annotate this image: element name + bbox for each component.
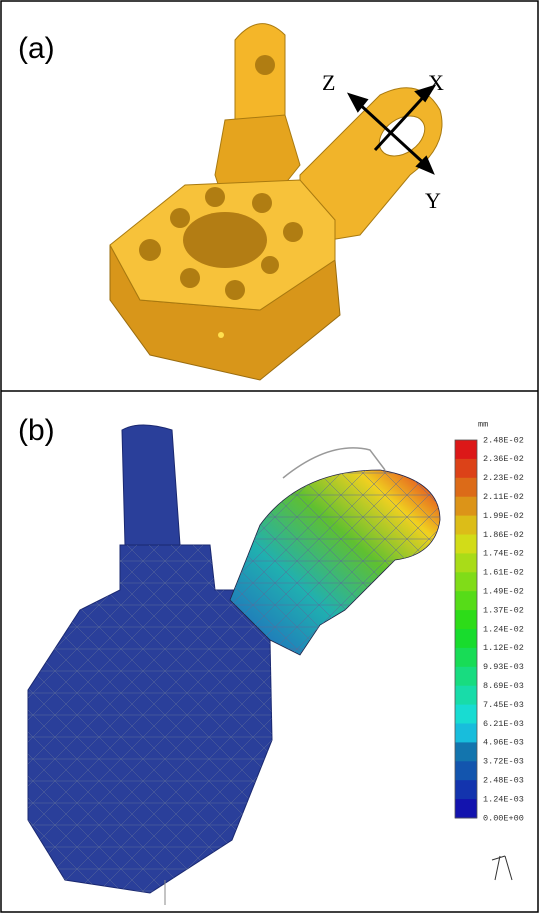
colorbar-segment: [455, 780, 477, 799]
colorbar-segment: [455, 535, 477, 554]
fem-model: [28, 425, 440, 905]
colorbar-label: 6.21E-03: [483, 719, 524, 729]
colorbar-segment: [455, 761, 477, 780]
colorbar-segment: [455, 610, 477, 629]
colorbar-segment: [455, 629, 477, 648]
colorbar-segment: [455, 742, 477, 761]
colorbar-label: 2.36E-02: [483, 454, 524, 464]
colorbar-label: 1.24E-03: [483, 794, 524, 804]
colorbar-segment: [455, 591, 477, 610]
colorbar-label: 4.96E-03: [483, 738, 524, 748]
colorbar-label: 2.11E-02: [483, 492, 524, 502]
colorbar-label: 8.69E-03: [483, 681, 524, 691]
colorbar-segment: [455, 686, 477, 705]
colorbar-label: 7.45E-03: [483, 700, 524, 710]
cad-model: [110, 24, 442, 380]
colorbar: 2.48E-02 2.36E-02 2.23E-02 2.11E-02 1.99E-02…: [455, 435, 524, 823]
colorbar-label: 1.12E-02: [483, 643, 524, 653]
colorbar-label: 2.23E-02: [483, 473, 524, 483]
axis-label: Z: [322, 70, 335, 95]
colorbar-label: 3.72E-03: [483, 757, 524, 767]
colorbar-label: 1.37E-02: [483, 605, 524, 615]
colorbar-label: 1.99E-02: [483, 511, 524, 521]
colorbar-label: 0.00E+00: [483, 813, 524, 823]
colorbar-label: 2.48E-02: [483, 435, 524, 445]
colorbar-label: 1.86E-02: [483, 530, 524, 540]
axis-label: Y: [425, 188, 441, 213]
colorbar-label: 1.49E-02: [483, 586, 524, 596]
orientation-icon: [492, 856, 512, 880]
colorbar-segment: [455, 516, 477, 535]
colorbar-unit: mm: [478, 419, 488, 429]
colorbar-segment: [455, 572, 477, 591]
colorbar-segment: [455, 440, 477, 459]
colorbar-segment: [455, 724, 477, 743]
colorbar-segment: [455, 799, 477, 818]
colorbar-label: 1.74E-02: [483, 549, 524, 559]
colorbar-segment: [455, 667, 477, 686]
panel-label: (a): [18, 32, 55, 65]
colorbar-segment: [455, 648, 477, 667]
colorbar-segment: [455, 553, 477, 572]
colorbar-segment: [455, 459, 477, 478]
panel-label: (b): [18, 414, 55, 447]
colorbar-segment: [455, 478, 477, 497]
colorbar-segment: [455, 705, 477, 724]
colorbar-label: 2.48E-03: [483, 775, 524, 785]
axis-label: X: [428, 70, 444, 95]
colorbar-segment: [455, 497, 477, 516]
colorbar-label: 1.24E-02: [483, 624, 524, 634]
colorbar-label: 9.93E-03: [483, 662, 524, 672]
colorbar-label: 1.61E-02: [483, 568, 524, 578]
figure: (a) Z X Y (b) mm 2.48E-02 2.36E-02 2.23E-0…: [0, 0, 539, 913]
